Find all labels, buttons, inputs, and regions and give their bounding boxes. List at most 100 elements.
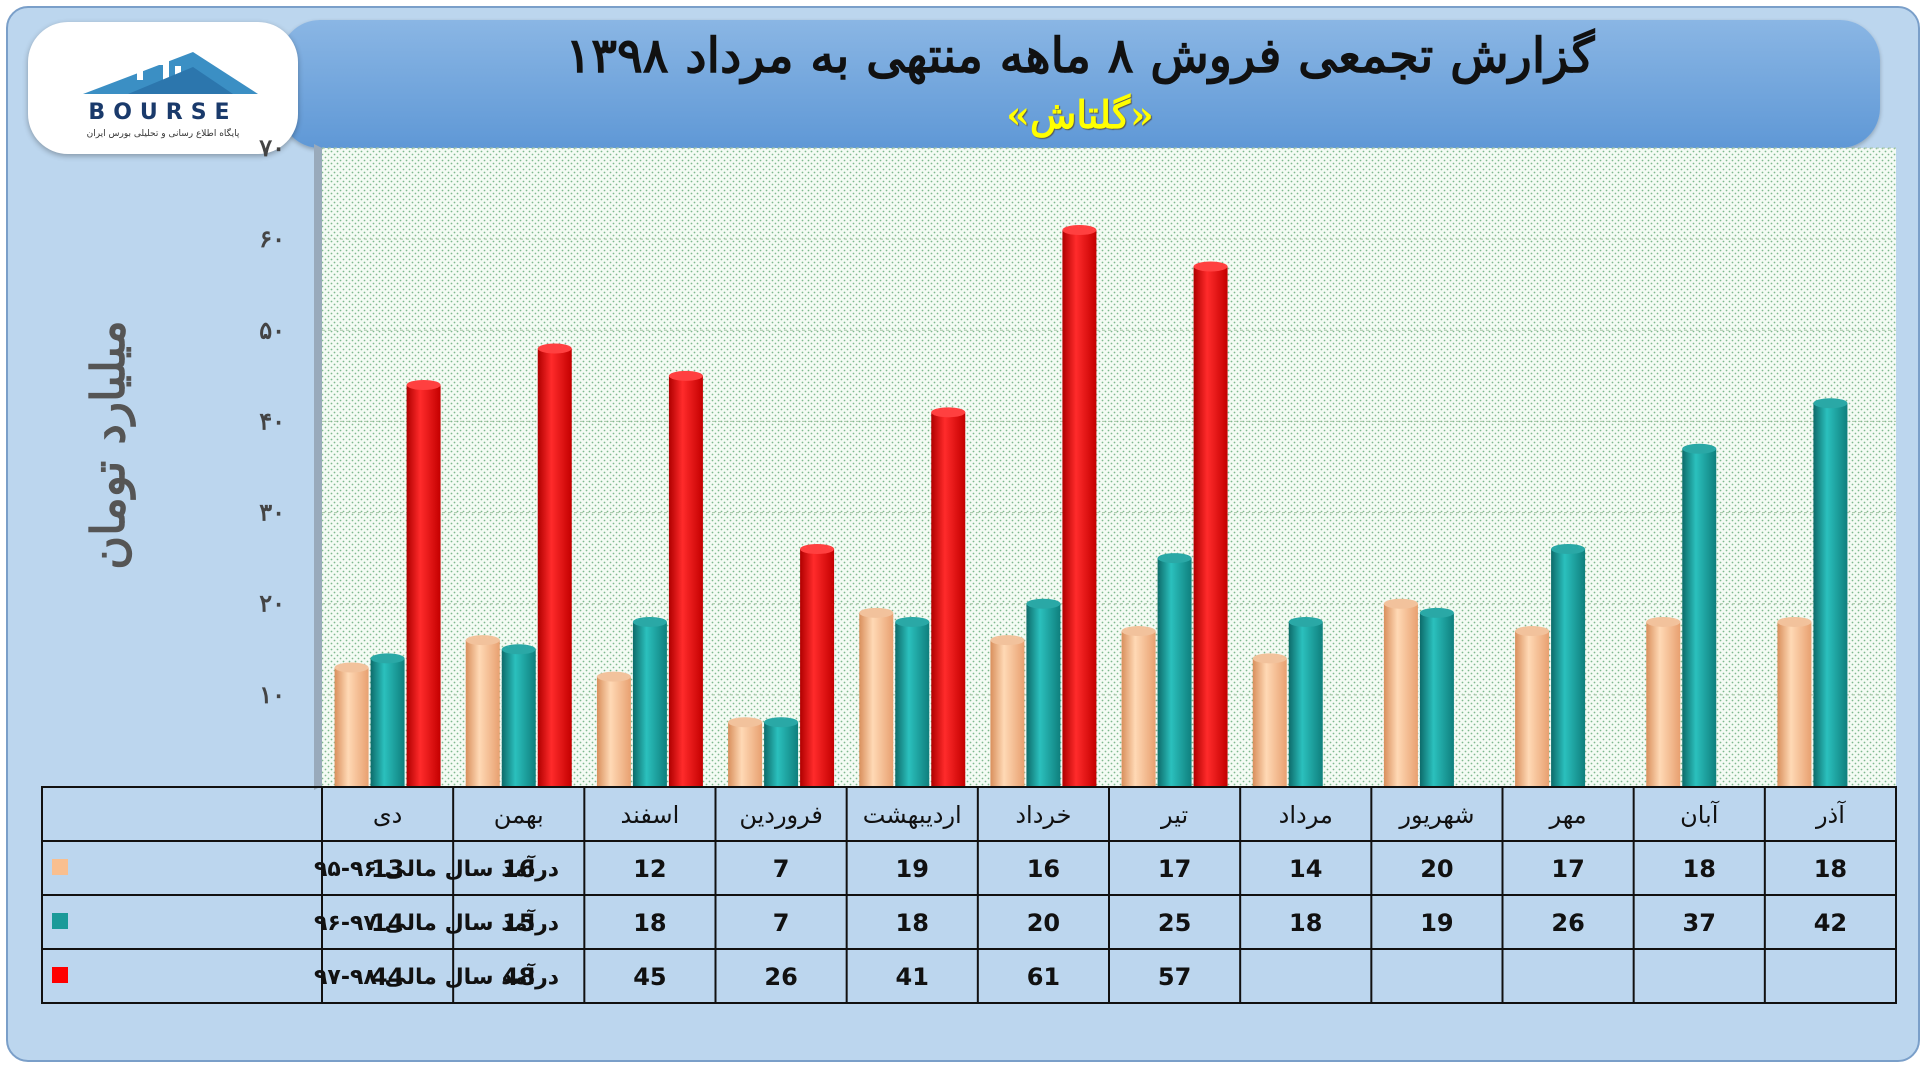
bar-body [990,640,1025,786]
bar-body [501,649,536,786]
data-label: 26 [1551,909,1584,937]
bar-cap [764,717,799,728]
bar-cap [596,671,631,682]
legend-swatch [52,967,68,983]
bar [1682,443,1717,786]
bar-body [406,384,441,786]
bar [1515,626,1550,786]
bar [1419,607,1454,786]
logo-text: BOURSE [88,100,238,125]
x-tick-label: مهر [1548,801,1586,829]
y-tick-label: ۲۰ [259,589,285,618]
bar-body [1252,658,1287,786]
x-tick-label: فروردین [739,801,823,829]
bar [406,379,441,786]
bar-cap [1383,598,1418,609]
bar-body [1193,266,1228,786]
bar-body [1026,603,1061,786]
bar-cap [668,370,703,381]
plot-left-wall [314,144,322,790]
data-label: 17 [1158,855,1191,883]
bar-body [465,640,500,786]
bar-body [1121,631,1156,786]
data-label: 13 [371,855,404,883]
bar-cap [1515,626,1550,637]
data-label: 19 [896,855,929,883]
bar [1646,616,1681,786]
bar [728,717,763,786]
bar-body [728,722,763,786]
bar-body [1646,621,1681,786]
bar [1026,598,1061,786]
bar-cap [728,717,763,728]
bar [800,544,835,786]
bar [931,407,966,786]
data-label: 14 [1289,855,1322,883]
bar-cap [1062,225,1097,236]
bar [596,671,631,786]
bar-cap [800,544,835,555]
bar-body [596,676,631,786]
data-label: 16 [1027,855,1060,883]
data-label: 44 [371,963,404,991]
bar [501,644,536,786]
bar [895,616,930,786]
bar-cap [537,343,572,354]
x-tick-label: آبان [1680,800,1720,829]
legend-swatch [52,859,68,875]
bar-body [1777,621,1812,786]
x-tick-label: آذر [1815,800,1846,829]
bar-cap [1813,398,1848,409]
bar-cap [1682,443,1717,454]
bar-cap [1646,616,1681,627]
bar [1288,616,1323,786]
bourse-logo: BOURSE پایگاه اطلاع رسانی و تحلیلی بورس … [28,22,298,154]
bar [990,635,1025,786]
bar-body [1157,558,1192,786]
data-label: 37 [1683,909,1716,937]
data-label: 45 [633,963,666,991]
bar [465,635,500,786]
data-label: 18 [1289,909,1322,937]
logo-mark-icon [83,52,258,94]
legend-label: درآمد سال مالی ۹۸-۹۷ [314,962,559,990]
bar-cap [990,635,1025,646]
data-label: 19 [1420,909,1453,937]
data-label: 25 [1158,909,1191,937]
bar-body [632,621,667,786]
x-tick-label: اردیبهشت [863,801,962,829]
bar-cap [1193,261,1228,272]
bar-body [537,348,572,786]
bar-cap [632,616,667,627]
x-tick-label: شهریور [1398,801,1474,829]
bar-body [334,667,369,786]
legend-swatch [52,913,68,929]
y-tick-label: ۴۰ [259,406,285,435]
bar [1551,544,1586,786]
bar [1157,553,1192,786]
bar [1121,626,1156,786]
y-tick-label: ۷۰ [258,133,285,162]
bar-cap [1026,598,1061,609]
data-label: 41 [896,963,929,991]
bar-cap [501,644,536,655]
bar [632,616,667,786]
data-label: 14 [371,909,404,937]
bar [334,662,369,786]
bar-cap [465,635,500,646]
bar-cap [931,407,966,418]
data-label: 16 [502,855,535,883]
y-tick-label: ۶۰ [259,224,285,253]
legend-label: درآمد سال مالی ۹۶-۹۵ [314,854,559,882]
data-label: 18 [633,909,666,937]
bar-cap [1157,553,1192,564]
bar-body [1288,621,1323,786]
bar-cap [1121,626,1156,637]
bar [1777,616,1812,786]
x-tick-label: تیر [1160,801,1188,829]
title-banner: گزارش تجمعی فروش ۸ ماهه منتهی به مرداد ۱… [280,20,1880,148]
bar-body [859,612,894,786]
bar-cap [1551,544,1586,555]
logo-tagline: پایگاه اطلاع رسانی و تحلیلی بورس ایران [86,129,240,139]
